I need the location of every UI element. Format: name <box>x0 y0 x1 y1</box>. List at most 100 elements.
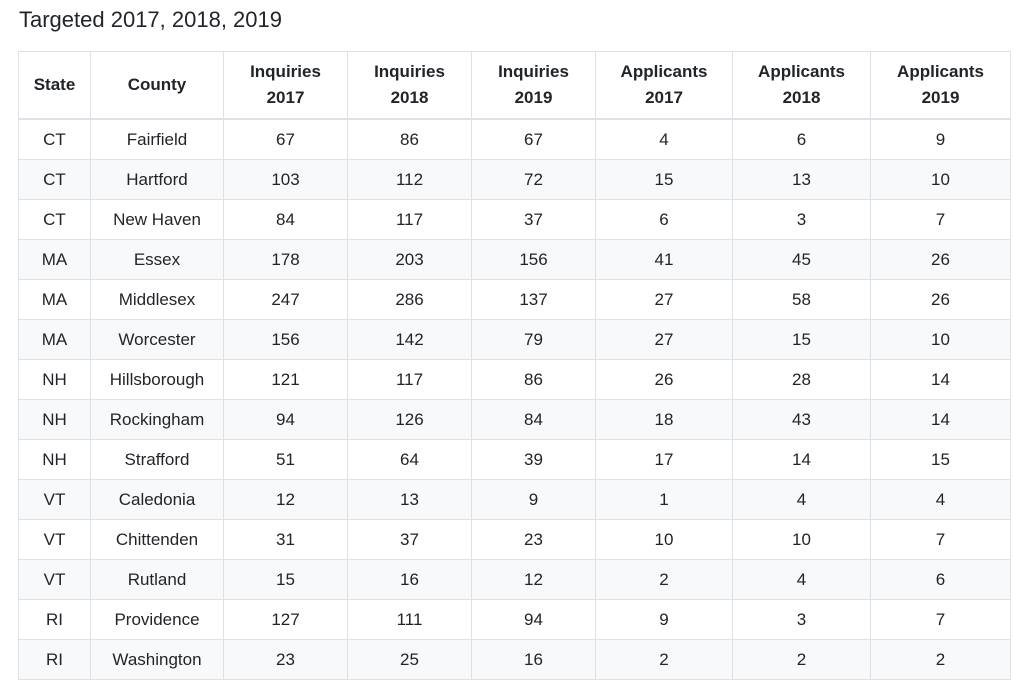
column-header-year: 2017 <box>266 88 305 107</box>
table-cell: NH <box>18 439 91 480</box>
table-row: VT Caledonia 12 13 9 1 4 4 <box>18 479 1011 520</box>
table-cell: 2 <box>732 639 871 680</box>
table-cell: 15 <box>595 159 733 200</box>
table-cell: 117 <box>347 199 472 240</box>
table-cell: 15 <box>732 319 871 360</box>
column-header-year: 2019 <box>514 88 553 107</box>
table-cell: 64 <box>347 439 472 480</box>
table-cell: 2 <box>595 559 733 600</box>
table-cell: Rutland <box>90 559 224 600</box>
table-cell: 247 <box>223 279 348 320</box>
table-cell: NH <box>18 399 91 440</box>
table-cell: New Haven <box>90 199 224 240</box>
table-cell: Washington <box>90 639 224 680</box>
table-row: CT New Haven 84 117 37 6 3 7 <box>18 199 1011 240</box>
table-row: CT Hartford 103 112 72 15 13 10 <box>18 159 1011 200</box>
table-row: RI Washington 23 25 16 2 2 2 <box>18 639 1011 680</box>
table-cell: Strafford <box>90 439 224 480</box>
table-cell: MA <box>18 279 91 320</box>
table-cell: 14 <box>870 359 1011 400</box>
table-row: CT Fairfield 67 86 67 4 6 9 <box>18 118 1011 160</box>
column-header-year: 2018 <box>390 88 429 107</box>
column-header: County <box>90 51 224 120</box>
table-cell: 10 <box>870 319 1011 360</box>
table-cell: 6 <box>870 559 1011 600</box>
data-table: State County Inquiries 2017 Inquiries 2018 Inq… <box>18 51 1011 680</box>
table-cell: 17 <box>595 439 733 480</box>
column-header-year: 2017 <box>645 88 683 107</box>
table-cell: Rockingham <box>90 399 224 440</box>
table-row: MA Middlesex 247 286 137 27 58 26 <box>18 279 1011 320</box>
table-cell: NH <box>18 359 91 400</box>
table-cell: 10 <box>732 519 871 560</box>
table-cell: 86 <box>471 359 596 400</box>
table-cell: 103 <box>223 159 348 200</box>
table-cell: 111 <box>347 599 472 640</box>
table-cell: 14 <box>870 399 1011 440</box>
table-cell: 86 <box>347 118 472 160</box>
table-row: NH Rockingham 94 126 84 18 43 14 <box>18 399 1011 440</box>
table-cell: 23 <box>471 519 596 560</box>
table-row: MA Essex 178 203 156 41 45 26 <box>18 239 1011 280</box>
table-cell: 58 <box>732 279 871 320</box>
table-cell: 16 <box>347 559 472 600</box>
table-cell: 84 <box>223 199 348 240</box>
table-cell: VT <box>18 519 91 560</box>
table-cell: 9 <box>471 479 596 520</box>
table-cell: 7 <box>870 199 1011 240</box>
table-cell: 51 <box>223 439 348 480</box>
table-cell: 28 <box>732 359 871 400</box>
table-cell: 25 <box>347 639 472 680</box>
table-cell: Fairfield <box>90 118 224 160</box>
table-cell: Worcester <box>90 319 224 360</box>
column-header-label: Inquiries <box>374 62 445 81</box>
table-cell: VT <box>18 559 91 600</box>
table-cell: RI <box>18 599 91 640</box>
table-cell: 94 <box>471 599 596 640</box>
table-row: NH Hillsborough 121 117 86 26 28 14 <box>18 359 1011 400</box>
table-cell: MA <box>18 239 91 280</box>
table-cell: 13 <box>732 159 871 200</box>
table-cell: Providence <box>90 599 224 640</box>
table-cell: 37 <box>347 519 472 560</box>
table-body: CT Fairfield 67 86 67 4 6 9 CT Hartford 103 112 72 15… <box>18 118 1011 680</box>
table-cell: 10 <box>870 159 1011 200</box>
table-cell: 7 <box>870 599 1011 640</box>
header-row: State County Inquiries 2017 Inquiries 2018 Inq… <box>18 51 1011 120</box>
column-header: Inquiries 2019 <box>471 51 596 120</box>
table-cell: 94 <box>223 399 348 440</box>
table-cell: 12 <box>223 479 348 520</box>
table-cell: 9 <box>870 118 1011 160</box>
column-header-year: 2019 <box>921 88 960 107</box>
table-cell: 15 <box>223 559 348 600</box>
table-cell: Hartford <box>90 159 224 200</box>
table-cell: VT <box>18 479 91 520</box>
table-cell: 2 <box>595 639 733 680</box>
table-cell: CT <box>18 159 91 200</box>
table-cell: 286 <box>347 279 472 320</box>
table-cell: Hillsborough <box>90 359 224 400</box>
table-cell: 4 <box>732 559 871 600</box>
table-cell: CT <box>18 199 91 240</box>
table-cell: 2 <box>870 639 1011 680</box>
table-cell: Chittenden <box>90 519 224 560</box>
table-cell: 37 <box>471 199 596 240</box>
table-cell: 3 <box>732 199 871 240</box>
column-header-label: County <box>127 75 187 94</box>
table-cell: 4 <box>870 479 1011 520</box>
table-cell: 121 <box>223 359 348 400</box>
table-cell: 67 <box>223 118 348 160</box>
table-cell: 43 <box>732 399 871 440</box>
table-cell: MA <box>18 319 91 360</box>
table-cell: CT <box>18 118 91 160</box>
table-cell: Middlesex <box>90 279 224 320</box>
table-row: NH Strafford 51 64 39 17 14 15 <box>18 439 1011 480</box>
table-cell: 18 <box>595 399 733 440</box>
table-cell: 112 <box>347 159 472 200</box>
table-cell: 12 <box>471 559 596 600</box>
table-cell: 10 <box>595 519 733 560</box>
table-cell: Caledonia <box>90 479 224 520</box>
column-header-year: 2018 <box>782 88 821 107</box>
table-cell: 27 <box>595 319 733 360</box>
table-cell: 156 <box>223 319 348 360</box>
